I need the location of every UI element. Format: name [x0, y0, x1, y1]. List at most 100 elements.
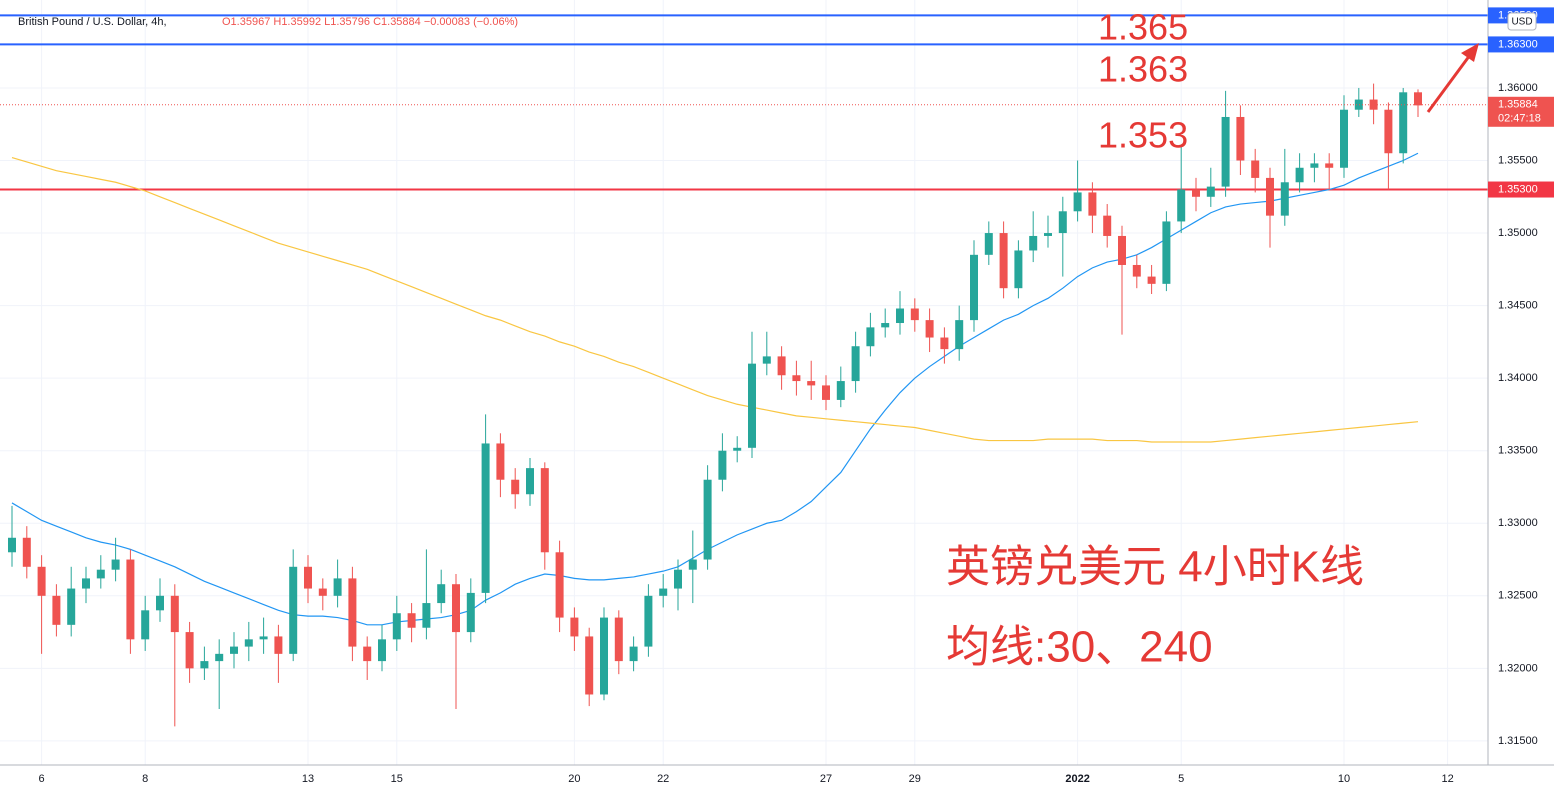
candle [836, 366, 845, 408]
candle [230, 632, 238, 669]
candle-body [52, 595, 61, 625]
candle-body [126, 559, 135, 640]
candle [1058, 196, 1067, 277]
candle [762, 331, 771, 376]
candle [688, 530, 697, 604]
candle [407, 603, 416, 643]
candle [111, 537, 120, 582]
candle [807, 360, 816, 400]
y-tick-label: 1.35000 [1498, 227, 1538, 239]
candle-body [762, 356, 771, 364]
candle-body [1206, 186, 1215, 197]
candle-body [318, 588, 327, 596]
candle-body [748, 363, 756, 448]
last-price-label: 1.35884 [1498, 99, 1538, 111]
candle [481, 414, 490, 604]
candle-body [1221, 116, 1230, 187]
candle-body [333, 578, 342, 596]
candle [8, 505, 16, 567]
candle-body [511, 479, 520, 495]
candle-body [392, 613, 401, 640]
candle [896, 291, 904, 335]
candle [866, 312, 875, 357]
candle-body [600, 617, 608, 695]
candle [629, 636, 638, 672]
candle-body [940, 337, 949, 350]
candle [511, 468, 520, 509]
candle-body [851, 346, 860, 382]
candle [348, 566, 357, 662]
candle-body [1384, 109, 1393, 154]
candle [1369, 83, 1378, 125]
candle [881, 308, 890, 338]
candle-body [466, 592, 475, 633]
y-tick-label: 1.32500 [1498, 590, 1538, 602]
candle-body [703, 479, 712, 560]
candle [67, 566, 76, 637]
x-tick-label: 8 [142, 773, 148, 785]
candle-body [1414, 92, 1422, 106]
x-tick-label: 27 [820, 773, 832, 785]
candle [156, 578, 164, 622]
candle-body [822, 385, 830, 400]
candle-body [8, 537, 16, 553]
candle-body [777, 356, 786, 376]
candle [1414, 89, 1422, 117]
candle-body [111, 559, 120, 570]
candle [703, 465, 712, 570]
candle [1103, 204, 1112, 248]
candle-body [866, 327, 875, 347]
candle-body [1236, 116, 1245, 161]
x-tick-label: 15 [391, 773, 403, 785]
candle [96, 555, 105, 589]
candle-body [1310, 163, 1319, 168]
candle-body [1147, 276, 1156, 284]
candle [185, 621, 194, 683]
candle [200, 646, 209, 680]
candle-body [614, 617, 623, 662]
candle-body [999, 233, 1008, 289]
annotation: 1.363 [1098, 49, 1188, 90]
x-tick-label: 13 [302, 773, 314, 785]
candle-body [215, 653, 224, 662]
x-tick-label: 20 [568, 773, 580, 785]
candle [1162, 211, 1171, 292]
y-tick-label: 1.33500 [1498, 445, 1538, 457]
candle-body [230, 646, 238, 654]
candle [526, 457, 534, 506]
last-price-box [1488, 96, 1554, 127]
currency-box [1507, 12, 1537, 31]
candle [170, 584, 179, 727]
candle [1221, 90, 1230, 197]
candle [748, 331, 756, 458]
price-label: 1.36300 [1498, 38, 1538, 50]
candle-body [970, 254, 978, 321]
arrow-head [1461, 43, 1479, 62]
candle-body [718, 450, 727, 480]
caption: 均线:30、240 [946, 623, 1213, 672]
candle-body [244, 639, 253, 647]
candle-body [555, 552, 564, 618]
candle [910, 298, 919, 332]
candle-body [910, 308, 919, 321]
candle-body [1369, 99, 1378, 110]
candle [1088, 182, 1097, 234]
candle-body [659, 588, 668, 596]
x-tick-label: 29 [909, 773, 921, 785]
candle-body [496, 443, 505, 480]
price-label-box [1488, 181, 1554, 198]
price-label-box [1488, 36, 1554, 53]
candle-body [378, 639, 386, 662]
candle [570, 607, 579, 651]
candle [1399, 87, 1408, 164]
ohlc-legend: O1.35967 H1.35992 L1.35796 C1.35884 −0.0… [222, 16, 518, 28]
candle-body [1266, 177, 1274, 216]
candle [1266, 167, 1274, 248]
candle [822, 375, 830, 411]
candle [999, 221, 1008, 299]
candle-body [481, 443, 490, 593]
candle-body [1192, 189, 1200, 197]
candle [792, 360, 801, 396]
